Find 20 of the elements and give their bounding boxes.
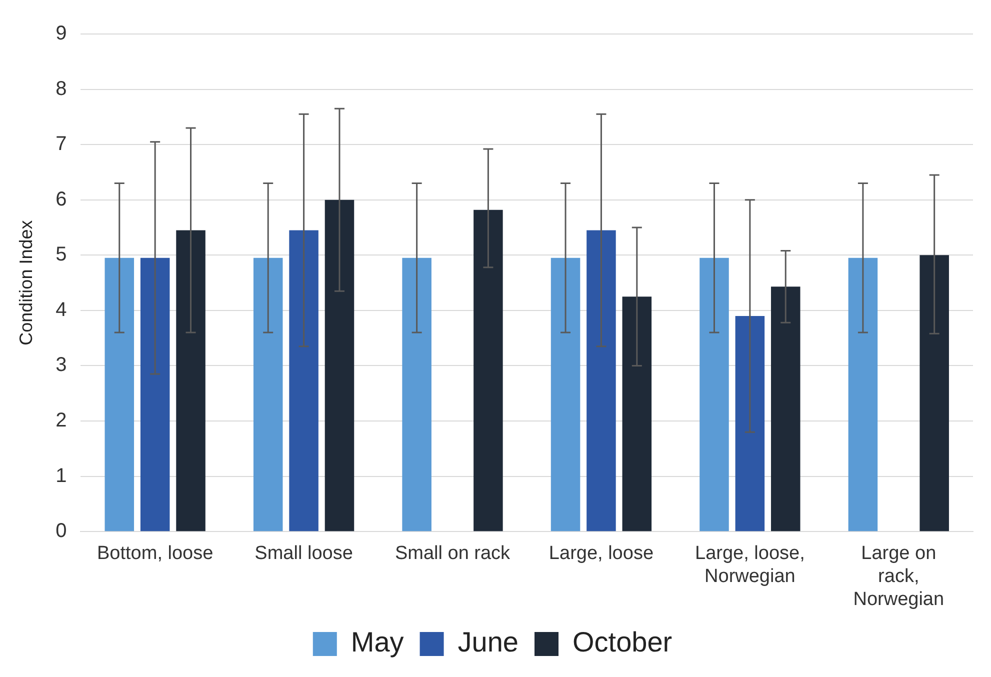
y-tick-label: 5 [56,244,67,266]
legend-label: June [458,626,519,658]
x-tick-label: Large, loose [548,543,654,564]
y-tick-label: 6 [56,188,67,210]
y-axis-title: Condition Index [16,220,36,346]
y-tick-label: 3 [56,354,67,376]
legend-label: May [350,626,404,658]
x-tick-label: Large, loose, Norwegian [695,543,805,588]
x-tick-label: Small loose [254,543,353,564]
y-tick-label: 8 [56,78,67,100]
legend-label: October [572,626,672,658]
y-tick-label: 9 [56,22,67,45]
x-tick-label: Large on rack, Norwegian [853,543,944,610]
y-tick-label: 4 [56,298,67,321]
y-tick-label: 1 [56,464,67,487]
y-tick-label: 0 [56,520,67,542]
y-tick-label: 7 [56,133,67,156]
y-tick-label: 2 [56,410,67,432]
x-tick-label: Bottom, loose [96,543,214,564]
x-tick-label: Small on rack [394,543,511,564]
